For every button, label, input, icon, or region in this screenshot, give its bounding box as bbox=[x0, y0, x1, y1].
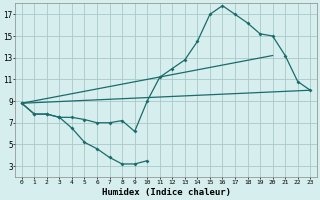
X-axis label: Humidex (Indice chaleur): Humidex (Indice chaleur) bbox=[101, 188, 230, 197]
